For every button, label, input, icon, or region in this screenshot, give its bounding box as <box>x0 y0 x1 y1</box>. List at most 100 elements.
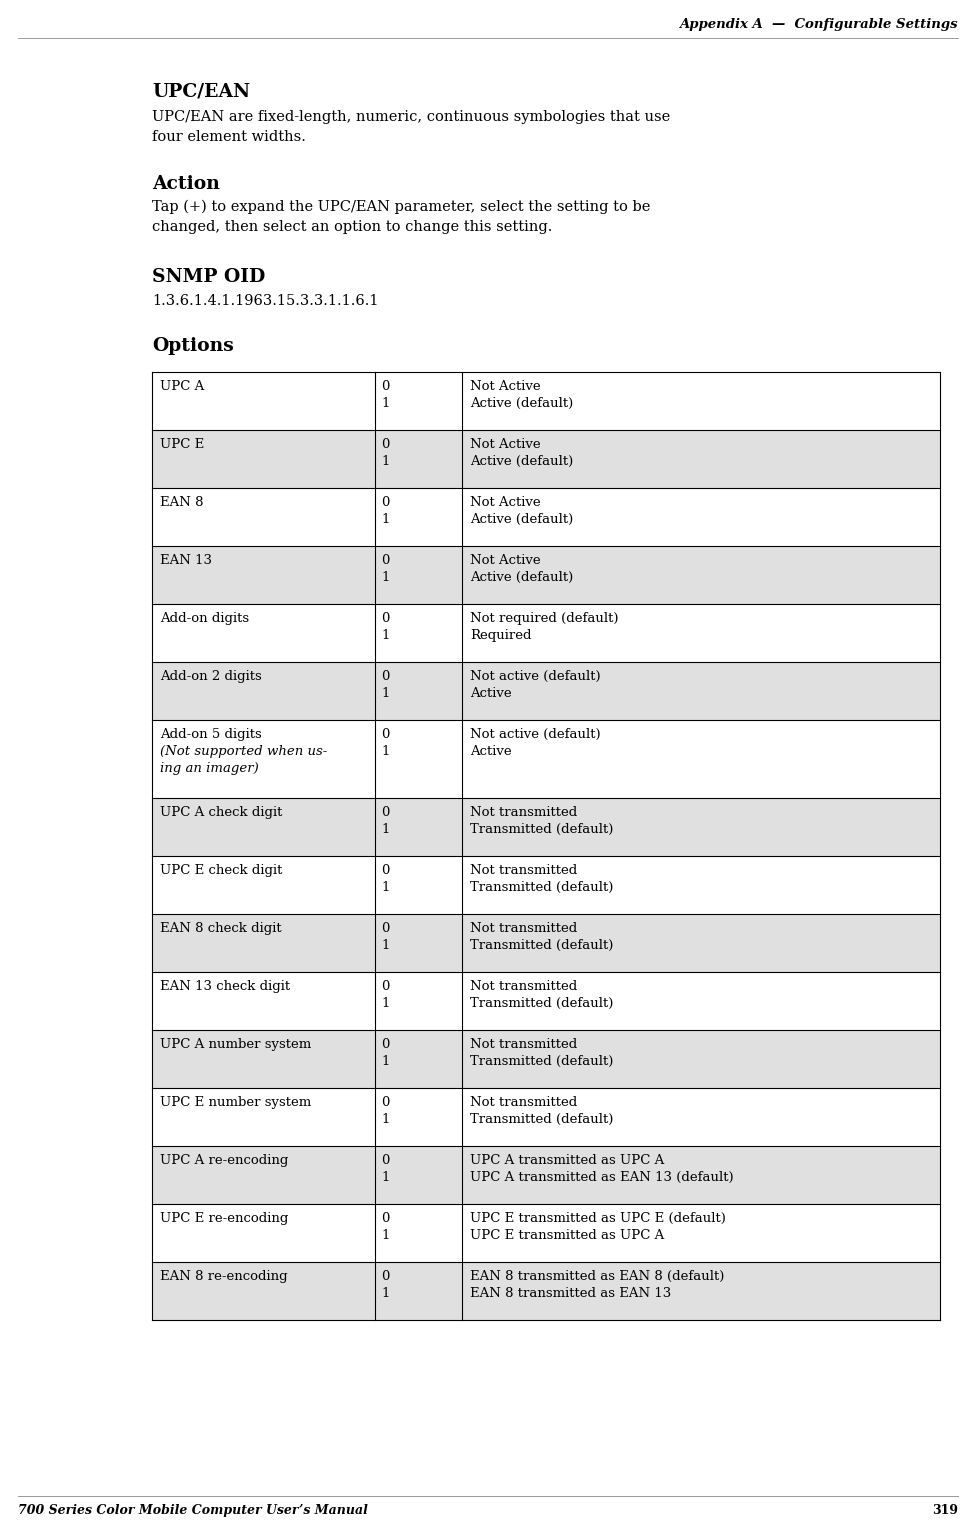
Text: Transmitted (default): Transmitted (default) <box>470 823 613 837</box>
Text: Transmitted (default): Transmitted (default) <box>470 1056 613 1068</box>
Text: 0: 0 <box>381 554 389 567</box>
Text: 1: 1 <box>381 938 389 952</box>
Text: 0: 0 <box>381 380 389 392</box>
Text: UPC/EAN: UPC/EAN <box>152 82 250 100</box>
Text: 1: 1 <box>381 1229 389 1243</box>
Text: 0: 0 <box>381 496 389 510</box>
Text: 0: 0 <box>381 864 389 878</box>
Text: 1: 1 <box>381 1113 389 1126</box>
Text: EAN 8 re-encoding: EAN 8 re-encoding <box>160 1270 288 1284</box>
Text: four element widths.: four element widths. <box>152 129 305 144</box>
Text: 1: 1 <box>381 687 389 700</box>
Text: UPC A number system: UPC A number system <box>160 1037 311 1051</box>
Text: Add-on 2 digits: Add-on 2 digits <box>160 669 262 683</box>
Text: Not transmitted: Not transmitted <box>470 980 577 993</box>
Text: Active (default): Active (default) <box>470 570 573 584</box>
Text: Appendix A  —  Configurable Settings: Appendix A — Configurable Settings <box>679 18 958 30</box>
Text: 0: 0 <box>381 806 389 818</box>
Text: Not transmitted: Not transmitted <box>470 1097 577 1109</box>
Text: Active (default): Active (default) <box>470 397 573 411</box>
Text: Transmitted (default): Transmitted (default) <box>470 1113 613 1126</box>
Text: EAN 13: EAN 13 <box>160 554 212 567</box>
Text: 0: 0 <box>381 1154 389 1167</box>
Text: UPC A check digit: UPC A check digit <box>160 806 282 818</box>
Text: UPC A re-encoding: UPC A re-encoding <box>160 1154 288 1167</box>
Text: Not required (default): Not required (default) <box>470 611 619 625</box>
Text: Not transmitted: Not transmitted <box>470 922 577 935</box>
Text: UPC A transmitted as UPC A: UPC A transmitted as UPC A <box>470 1154 665 1167</box>
Text: EAN 8: EAN 8 <box>160 496 204 510</box>
Text: Not Active: Not Active <box>470 554 541 567</box>
Text: UPC A transmitted as EAN 13 (default): UPC A transmitted as EAN 13 (default) <box>470 1171 734 1183</box>
Text: Required: Required <box>470 630 532 642</box>
Text: 0: 0 <box>381 1097 389 1109</box>
Bar <box>152 1262 940 1320</box>
Text: Add-on digits: Add-on digits <box>160 611 249 625</box>
Text: 1: 1 <box>381 630 389 642</box>
Text: Not active (default): Not active (default) <box>470 729 600 741</box>
Text: 0: 0 <box>381 1212 389 1224</box>
Text: EAN 8 check digit: EAN 8 check digit <box>160 922 282 935</box>
Text: UPC E number system: UPC E number system <box>160 1097 311 1109</box>
Text: 0: 0 <box>381 922 389 935</box>
Text: 0: 0 <box>381 729 389 741</box>
Text: UPC E transmitted as UPC A: UPC E transmitted as UPC A <box>470 1229 665 1243</box>
Text: Not transmitted: Not transmitted <box>470 864 577 878</box>
Bar <box>152 546 940 604</box>
Text: Not Active: Not Active <box>470 496 541 510</box>
Text: 1: 1 <box>381 455 389 468</box>
Text: Active (default): Active (default) <box>470 513 573 526</box>
Text: 1: 1 <box>381 823 389 837</box>
Text: 0: 0 <box>381 611 389 625</box>
Text: Active: Active <box>470 745 511 757</box>
Text: 1: 1 <box>381 1056 389 1068</box>
Text: 1: 1 <box>381 996 389 1010</box>
Text: Add-on 5 digits: Add-on 5 digits <box>160 729 262 741</box>
Text: 0: 0 <box>381 1270 389 1284</box>
Text: Active (default): Active (default) <box>470 455 573 468</box>
Text: Not active (default): Not active (default) <box>470 669 600 683</box>
Text: 1: 1 <box>381 881 389 894</box>
Text: Transmitted (default): Transmitted (default) <box>470 938 613 952</box>
Bar <box>152 1145 940 1205</box>
Text: Not Active: Not Active <box>470 380 541 392</box>
Text: 0: 0 <box>381 1037 389 1051</box>
Text: Transmitted (default): Transmitted (default) <box>470 881 613 894</box>
Text: Tap (+) to expand the UPC/EAN parameter, select the setting to be: Tap (+) to expand the UPC/EAN parameter,… <box>152 199 650 214</box>
Text: Transmitted (default): Transmitted (default) <box>470 996 613 1010</box>
Text: UPC A: UPC A <box>160 380 204 392</box>
Text: ing an imager): ing an imager) <box>160 762 259 776</box>
Text: EAN 8 transmitted as EAN 8 (default): EAN 8 transmitted as EAN 8 (default) <box>470 1270 724 1284</box>
Text: Active: Active <box>470 687 511 700</box>
Text: SNMP OID: SNMP OID <box>152 268 265 286</box>
Text: 700 Series Color Mobile Computer User’s Manual: 700 Series Color Mobile Computer User’s … <box>18 1504 368 1516</box>
Bar <box>152 1030 940 1088</box>
Text: 1: 1 <box>381 745 389 757</box>
Text: UPC/EAN are fixed-length, numeric, continuous symbologies that use: UPC/EAN are fixed-length, numeric, conti… <box>152 110 671 125</box>
Text: 0: 0 <box>381 438 389 452</box>
Text: UPC E: UPC E <box>160 438 204 452</box>
Text: 1: 1 <box>381 1287 389 1300</box>
Text: Action: Action <box>152 175 220 193</box>
Text: (Not supported when us-: (Not supported when us- <box>160 745 327 757</box>
Text: 0: 0 <box>381 669 389 683</box>
Text: 1: 1 <box>381 570 389 584</box>
Text: UPC E re-encoding: UPC E re-encoding <box>160 1212 288 1224</box>
Text: UPC E check digit: UPC E check digit <box>160 864 282 878</box>
Text: EAN 8 transmitted as EAN 13: EAN 8 transmitted as EAN 13 <box>470 1287 671 1300</box>
Text: 1: 1 <box>381 1171 389 1183</box>
Text: Not transmitted: Not transmitted <box>470 1037 577 1051</box>
Text: UPC E transmitted as UPC E (default): UPC E transmitted as UPC E (default) <box>470 1212 726 1224</box>
Text: 319: 319 <box>932 1504 958 1516</box>
Bar <box>152 799 940 856</box>
Text: 1.3.6.1.4.1.1963.15.3.3.1.1.6.1: 1.3.6.1.4.1.1963.15.3.3.1.1.6.1 <box>152 294 379 307</box>
Text: EAN 13 check digit: EAN 13 check digit <box>160 980 290 993</box>
Bar <box>152 914 940 972</box>
Text: Not transmitted: Not transmitted <box>470 806 577 818</box>
Text: changed, then select an option to change this setting.: changed, then select an option to change… <box>152 221 552 234</box>
Text: 1: 1 <box>381 513 389 526</box>
Bar <box>152 430 940 488</box>
Bar <box>152 662 940 719</box>
Text: Not Active: Not Active <box>470 438 541 452</box>
Text: 1: 1 <box>381 397 389 411</box>
